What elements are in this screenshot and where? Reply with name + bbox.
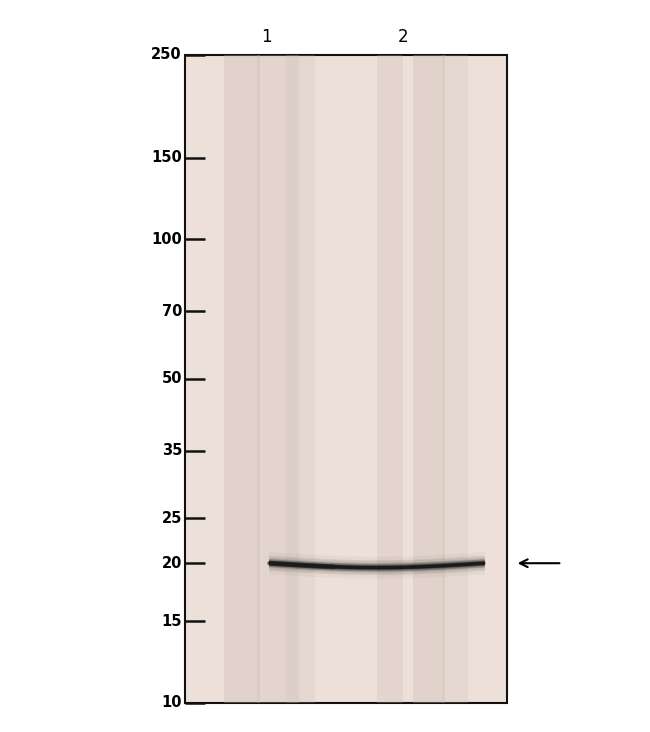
Bar	[185, 55, 507, 703]
Text: 150: 150	[151, 150, 182, 165]
Bar	[224, 55, 260, 703]
Text: 20: 20	[162, 556, 182, 571]
Text: 1: 1	[261, 28, 272, 46]
Text: 15: 15	[161, 613, 182, 629]
Text: 100: 100	[151, 232, 182, 247]
Bar	[257, 55, 299, 703]
Bar	[377, 55, 403, 703]
Bar	[286, 55, 315, 703]
Bar	[442, 55, 468, 703]
Bar	[413, 55, 445, 703]
Text: 70: 70	[162, 304, 182, 318]
Text: 35: 35	[162, 443, 182, 458]
Text: 50: 50	[161, 371, 182, 386]
Text: 2: 2	[398, 28, 408, 46]
Text: 10: 10	[161, 695, 182, 710]
Text: 250: 250	[151, 48, 182, 62]
Text: 25: 25	[162, 511, 182, 526]
